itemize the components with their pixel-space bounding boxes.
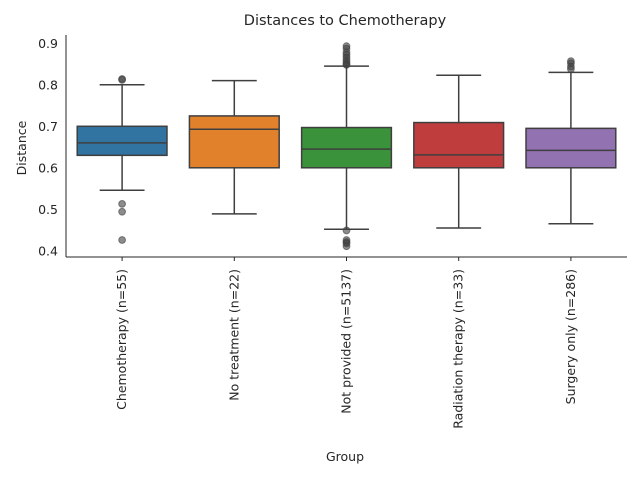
outlier-point [342,60,351,69]
box-iqr [525,127,617,169]
outlier-point [118,236,126,244]
box-iqr [76,125,168,157]
x-category-label: Chemotherapy (n=55) [114,269,129,410]
y-axis-title: Distance [14,120,29,175]
plot-area: 0.4 0.5 0.6 0.7 0.8 0.9 Chemotherapy (n=55) No … [38,35,627,429]
box-iqr [300,126,393,169]
box-iqr [413,121,505,169]
outlier-point [118,207,126,216]
x-category-label: Radiation therapy (n=33) [451,269,466,429]
x-category-label: No treatment (n=22) [226,269,241,401]
y-tick-label: 0.6 [38,160,58,175]
box-iqr [188,115,280,169]
x-axis-title: Group [326,449,364,464]
x-category-label: Surgery only (n=286) [563,269,578,404]
y-tick-label: 0.7 [38,119,58,134]
outlier-point [118,199,126,208]
outlier-point [118,75,126,83]
y-tick-label: 0.4 [38,243,58,258]
outlier-point [567,65,575,73]
y-tick-label: 0.5 [38,202,58,217]
y-tick-label: 0.8 [38,77,58,92]
chart-title: Distances to Chemotherapy [244,13,447,29]
outlier-point [342,226,351,235]
outlier-point [342,242,351,251]
x-category-label: Not provided (n=5137) [339,269,354,414]
y-tick-label: 0.9 [38,36,58,51]
